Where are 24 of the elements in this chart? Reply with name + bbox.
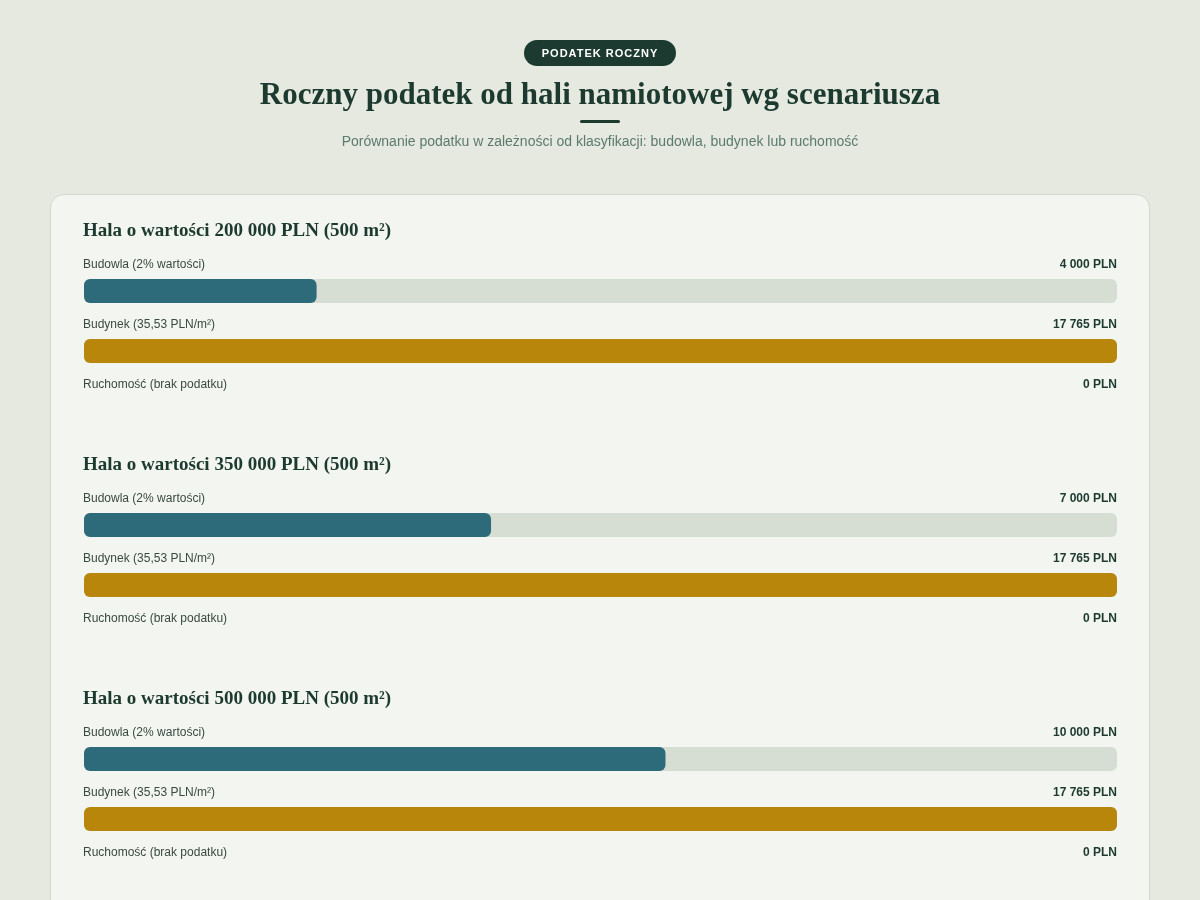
category-label: Budowla (2% wartości) — [83, 491, 206, 505]
data-label: 17 765 PLN — [1052, 785, 1117, 799]
data-label: 4 000 PLN — [1059, 257, 1117, 271]
data-label: 0 PLN — [1082, 611, 1117, 625]
data-label: 7 000 PLN — [1059, 491, 1117, 505]
category-label: Budynek (35,53 PLN/m²) — [83, 551, 216, 565]
chart-title: Hala o wartości 350 000 PLN (500 m²) — [83, 453, 393, 476]
category-label: Ruchomość (brak podatku) — [83, 845, 228, 859]
category-label: Budowla (2% wartości) — [83, 257, 206, 271]
text: PODATEK ROCZNY — [523, 40, 677, 66]
chart-title: Hala o wartości 500 000 PLN (500 m²) — [83, 687, 393, 710]
category-label: Budowla (2% wartości) — [83, 725, 206, 739]
data-label: 17 765 PLN — [1052, 317, 1117, 331]
data-label: 17 765 PLN — [1052, 551, 1117, 565]
category-label: Ruchomość (brak podatku) — [83, 377, 228, 391]
category-label: Budynek (35,53 PLN/m²) — [83, 317, 216, 331]
text: Roczny podatek od hali namiotowej wg scenariusza — [258, 76, 942, 112]
category-label: Ruchomość (brak podatku) — [83, 611, 228, 625]
data-label: 0 PLN — [1082, 377, 1117, 391]
data-label: 0 PLN — [1082, 845, 1117, 859]
data-label: 10 000 PLN — [1052, 725, 1117, 739]
chart-title: Hala o wartości 200 000 PLN (500 m²) — [83, 219, 393, 242]
text: Porównanie podatku w zależności od klasyfikacji: budowla, budynek lub ruchomość — [340, 133, 860, 149]
category-label: Budynek (35,53 PLN/m²) — [83, 785, 216, 799]
